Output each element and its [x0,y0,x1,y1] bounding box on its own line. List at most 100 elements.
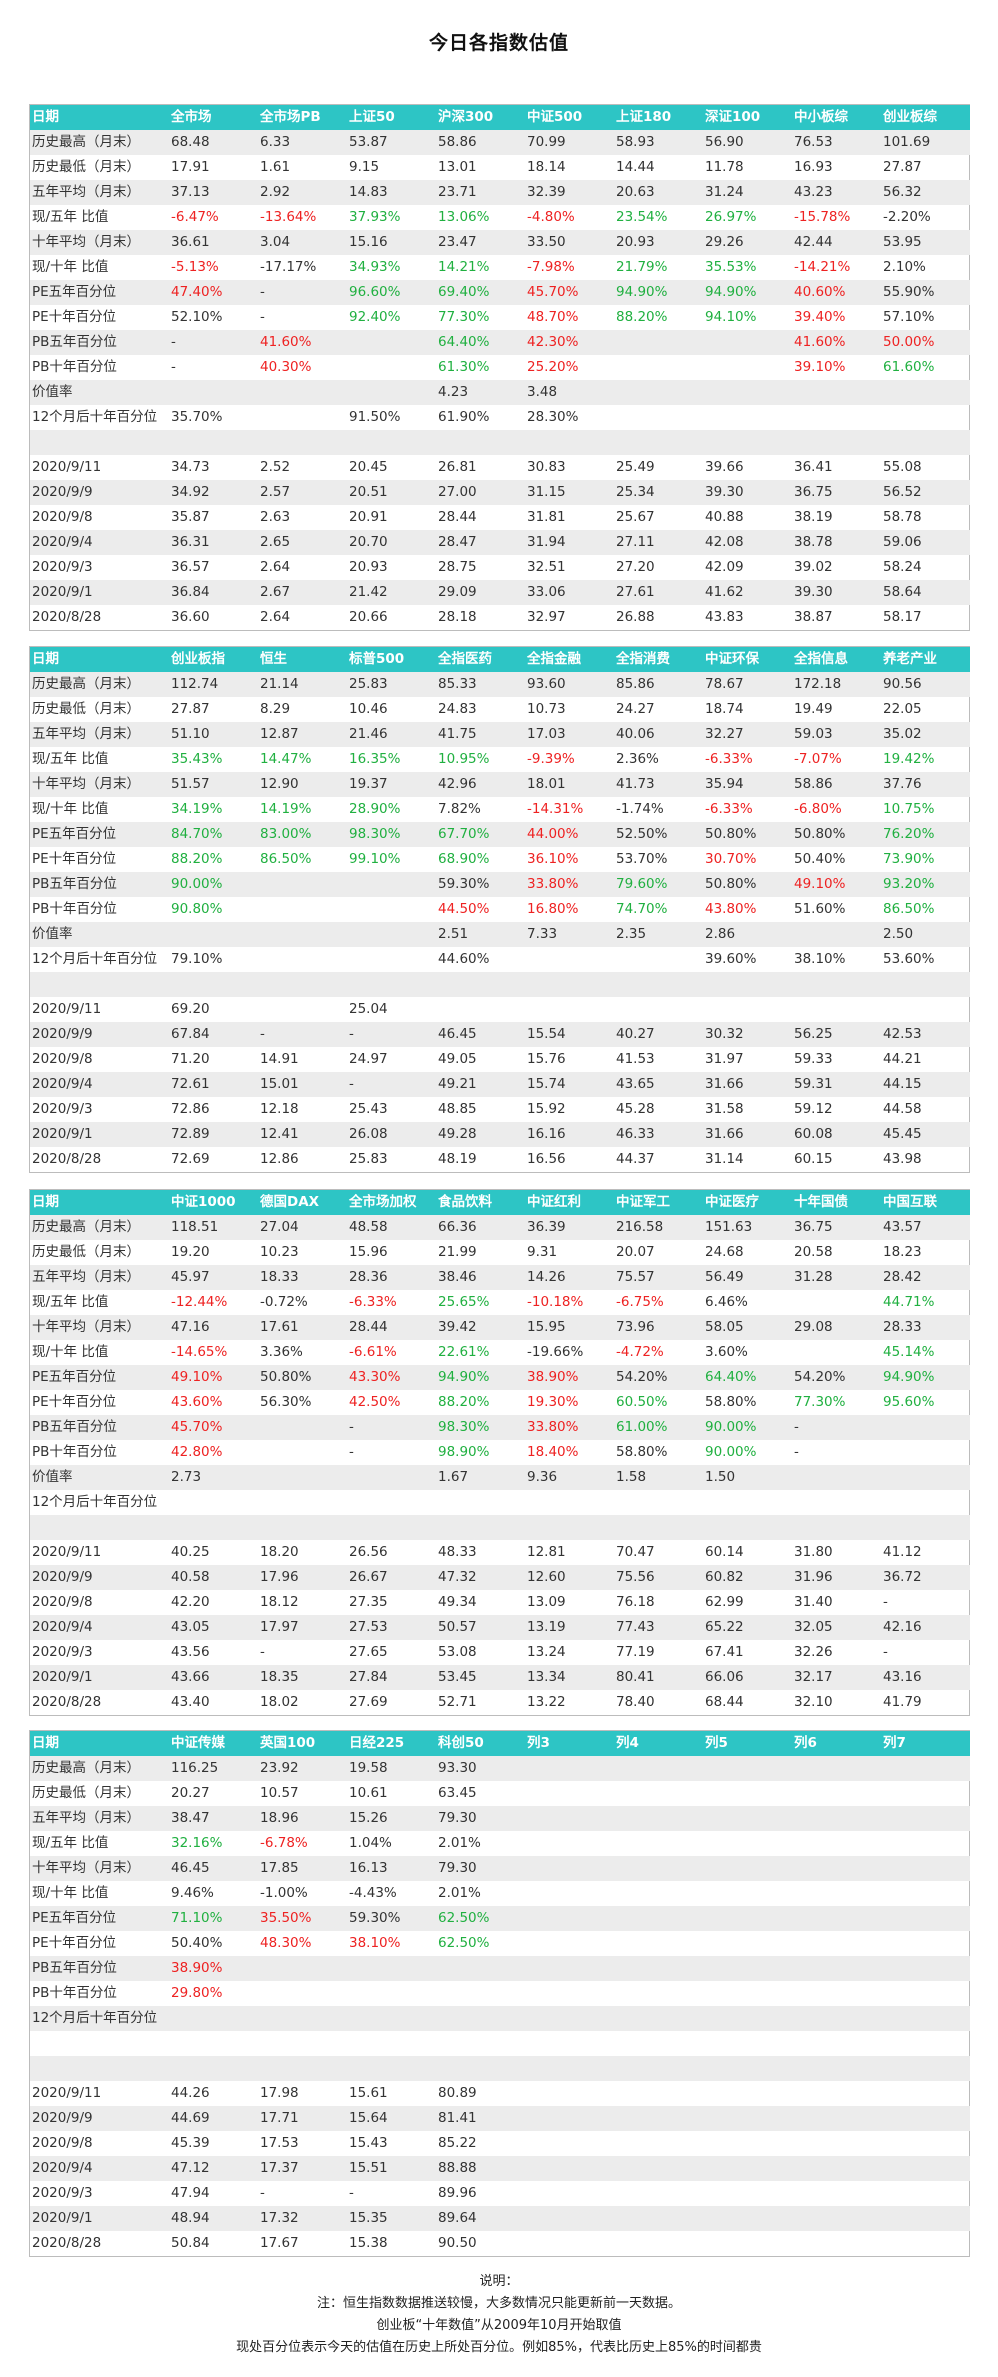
value-cell: 38.10% [349,1935,401,1951]
value-cell [436,1956,525,1981]
notes: 说明： 注：恒生指数数据推送较慢，大多数情况只能更新前一天数据。 创业板“十年数… [0,2271,998,2359]
header-index-cell: 全指医药 [436,647,525,672]
value-cell: 75.57 [614,1265,703,1290]
value-cell [436,1515,525,1540]
value-cell: 112.74 [169,672,258,697]
value-cell: - [347,1022,436,1047]
value-cell: 49.34 [438,1594,477,1610]
table-row: 历史最高（月末） 118.51 27.04 48.58 66.36 36.39 216.58… [30,1215,970,1240]
row-label-cell: PE五年百分位 [30,1906,169,1931]
row-label-cell: PB五年百分位 [30,1415,169,1440]
value-cell: -5.13% [171,259,219,275]
value-cell: 49.10% [792,872,881,897]
value-cell: 43.80% [705,901,757,917]
value-cell: 68.90% [438,851,490,867]
value-cell: 52.10% [171,309,223,325]
row-label-cell: PE十年百分位 [32,1394,117,1410]
value-cell [881,2206,970,2231]
value-cell: 44.37 [616,1151,655,1167]
value-cell: 15.95 [525,1315,614,1340]
table-row: 2020/9/11 40.25 18.20 26.56 48.33 12.81 70.47 6… [30,1540,970,1565]
value-cell: 76.20% [881,822,970,847]
row-label-cell: PE十年百分位 [32,1935,117,1951]
value-cell: 20.27 [171,1785,210,1801]
value-cell: 59.31 [792,1072,881,1097]
value-cell: 40.60% [792,280,881,305]
value-cell: 45.14% [883,1344,935,1360]
value-cell: 18.96 [258,1806,347,1831]
table-row: PB五年百分位 45.70% -98.30% 33.80% 61.00% 90.00% - [30,1415,970,1440]
table-row: 2020/9/9 44.69 17.71 15.64 81.41 [30,2106,970,2131]
value-cell: 28.42 [881,1265,970,1290]
value-cell [703,2231,792,2256]
value-cell: -14.65% [171,1344,228,1360]
table-row: 现/十年 比值 9.46% -1.00% -4.43% 2.01% [30,1881,970,1906]
row-label-cell: 2020/9/11 [32,459,102,475]
value-cell: 42.09 [705,559,744,575]
value-cell: 88.20% [171,851,223,867]
value-cell: 85.86 [614,672,703,697]
value-cell: 45.97 [169,1265,258,1290]
value-cell: 96.60% [347,280,436,305]
value-cell: 10.57 [260,1785,299,1801]
header-index-cell: 中小板综 [792,105,881,130]
value-cell: 33.80% [525,872,614,897]
value-cell: 15.16 [347,230,436,255]
value-cell: 17.97 [258,1615,347,1640]
value-cell: 14.91 [260,1051,299,1067]
table-row: 2020/8/28 72.69 12.86 25.83 48.19 16.56 44.37 3… [30,1147,970,1172]
value-cell: 38.10% [794,951,846,967]
value-cell: - [883,1644,888,1660]
value-cell: 24.27 [616,701,655,717]
value-cell: 17.91 [171,159,210,175]
data-grid: 日期 中证传媒 英国100 日经225 科创50 列3 列4 列5 列6 列7 历史最高（月末） 11… [30,1731,970,2256]
value-cell: 25.83 [349,1151,388,1167]
value-cell: 85.33 [436,672,525,697]
value-cell: 27.35 [349,1594,388,1610]
data-grid: 日期 全市场 全市场PB 上证50 沪深300 中证500 上证180 深证100 中小板综 创业… [30,105,970,630]
value-cell [881,1931,970,1956]
value-cell: 28.36 [347,1265,436,1290]
value-cell: 32.26 [794,1644,833,1660]
row-label-cell: 现/五年 比值 [32,1294,109,1310]
value-cell: 36.61 [169,230,258,255]
value-cell: 64.40% [436,330,525,355]
value-cell: 69.40% [436,280,525,305]
value-cell: 61.00% [614,1415,703,1440]
value-cell [258,972,347,997]
value-cell [347,872,436,897]
value-cell: 45.28 [616,1101,655,1117]
value-cell: 2.63 [260,509,291,525]
value-cell: -14.21% [794,259,851,275]
table-row: PE五年百分位 71.10% 35.50% 59.30% 62.50% [30,1906,970,1931]
table-row: 历史最低（月末） 19.20 10.23 15.96 21.99 9.31 20.07 24.… [30,1240,970,1265]
value-cell: 53.87 [347,130,436,155]
header-row: 日期 中证1000 德国DAX 全市场加权 食品饮料 中证红利 中证军工 中证医疗 十年国债 中国… [30,1190,970,1215]
value-cell: 47.12 [169,2156,258,2181]
value-cell: 32.51 [527,559,566,575]
value-cell: 45.39 [171,2135,210,2151]
row-label-cell: 2020/9/11 [32,1001,102,1017]
value-cell: 43.60% [171,1394,223,1410]
value-cell: 86.50% [260,851,312,867]
value-cell: 17.96 [258,1565,347,1590]
value-cell: 98.30% [436,1415,525,1440]
header-index-cell: 中证500 [525,105,614,130]
value-cell: - [349,1444,354,1460]
table-row: PE五年百分位 47.40% -96.60% 69.40% 45.70% 94.90% 94… [30,280,970,305]
value-cell: 43.83 [705,609,744,625]
row-label-cell: PB十年百分位 [32,901,117,917]
value-cell: 88.20% [438,1394,490,1410]
value-cell: 22.05 [883,701,922,717]
value-cell [792,1956,881,1981]
value-cell [614,2056,703,2081]
row-label-cell: PE五年百分位 [30,1365,169,1390]
value-cell: 2.86 [703,922,792,947]
value-cell [792,1340,881,1365]
value-cell: -6.47% [171,209,219,225]
header-index-cell: 中证1000 [169,1190,258,1215]
table-row: 历史最高（月末） 116.25 23.92 19.58 93.30 [30,1756,970,1781]
value-cell: 43.66 [169,1665,258,1690]
value-cell [436,2031,525,2056]
header-index-cell: 十年国债 [792,1190,881,1215]
